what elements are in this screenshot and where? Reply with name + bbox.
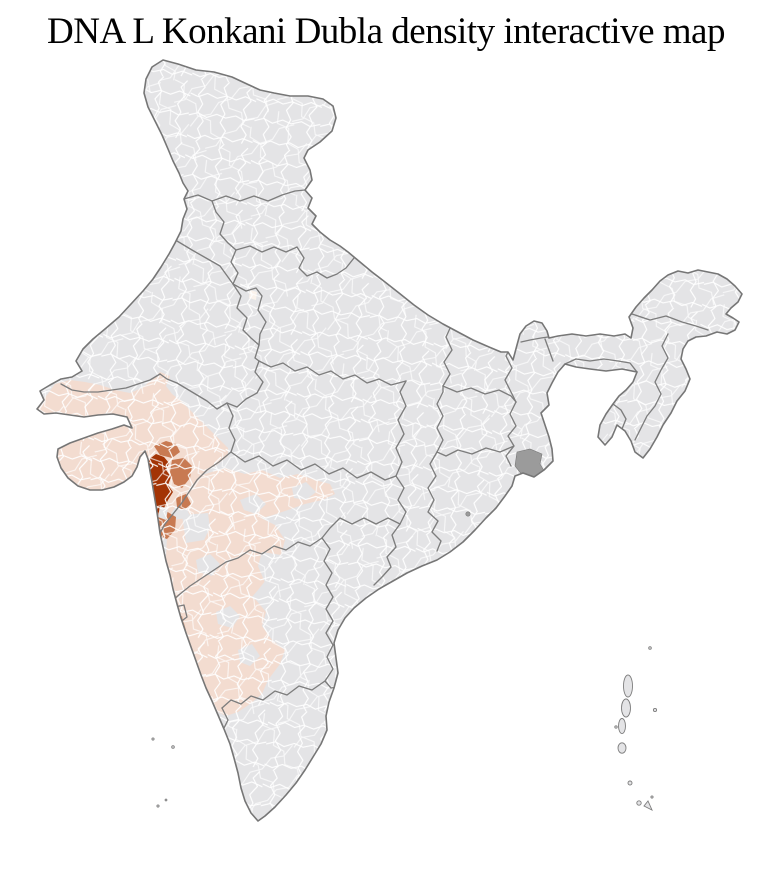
coast-mark bbox=[154, 519, 158, 523]
kutch-creek-mark bbox=[39, 413, 54, 427]
lakshadweep-islands[interactable] bbox=[151, 737, 175, 808]
andaman-nicobar-islands[interactable] bbox=[614, 646, 658, 811]
map-title: DNA L Konkani Dubla density interactive … bbox=[47, 11, 725, 52]
chilika-mark bbox=[465, 511, 471, 517]
